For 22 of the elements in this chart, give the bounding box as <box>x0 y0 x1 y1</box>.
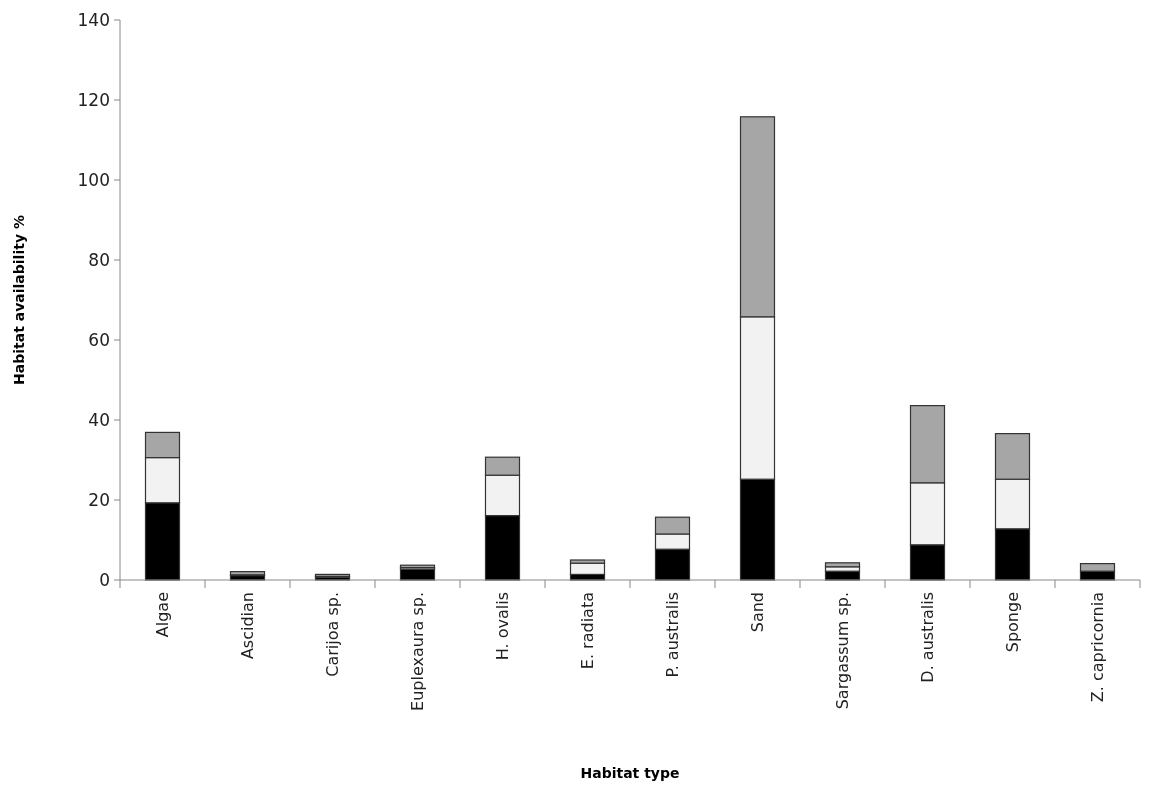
y-tick-label: 60 <box>88 329 110 350</box>
y-tick-label: 40 <box>88 409 110 430</box>
y-tick-label: 120 <box>77 89 110 110</box>
y-tick-label: 100 <box>77 169 110 190</box>
y-tick-label: 140 <box>77 9 110 30</box>
x-tick-label: Sponge <box>1003 592 1023 653</box>
x-tick-label: Sargassum sp. <box>833 592 853 710</box>
x-tick-label: H. ovalis <box>493 592 513 661</box>
x-tick-label: E. radiata <box>578 592 598 670</box>
x-tick-label: Algae <box>153 592 173 638</box>
x-tick-label: Euplexaura sp. <box>408 592 428 711</box>
x-tick-label: P. australis <box>663 592 683 678</box>
x-tick-label: Sand <box>748 592 768 633</box>
x-tick-label: Carijoa sp. <box>323 592 343 677</box>
x-tick-label: Ascidian <box>238 592 258 660</box>
y-tick-label: 0 <box>99 569 110 590</box>
y-tick-label: 80 <box>88 249 110 270</box>
y-tick-label: 20 <box>88 489 110 510</box>
x-axis-title: Habitat type <box>580 765 680 781</box>
x-tick-label: Z. capricornia <box>1088 592 1108 703</box>
y-axis-title: Habitat availability % <box>11 215 27 385</box>
x-tick-label: D. australis <box>918 592 938 683</box>
